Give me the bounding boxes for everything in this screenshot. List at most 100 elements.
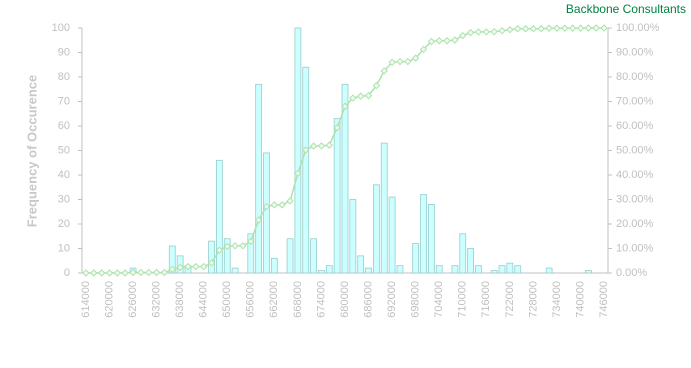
- bar: [506, 262, 514, 274]
- y2-tick-label: 100.00%: [616, 22, 660, 34]
- y2-tick-label: 90.00%: [616, 46, 654, 58]
- y-tick-label: 100: [52, 22, 70, 34]
- bar: [231, 267, 239, 274]
- y2-tick-label: 70.00%: [616, 95, 654, 107]
- bar: [427, 203, 435, 274]
- line-marker: [137, 268, 145, 277]
- x-tick-label: 692000: [386, 281, 398, 318]
- y2-tick-label: 40.00%: [616, 169, 654, 181]
- bar: [318, 270, 325, 274]
- line-marker: [207, 259, 216, 267]
- line-marker: [459, 31, 467, 40]
- y2-tick-label: 80.00%: [616, 71, 654, 83]
- bar: [412, 243, 420, 274]
- line-marker: [419, 45, 428, 54]
- line-marker: [145, 268, 153, 277]
- line-marker: [600, 24, 608, 32]
- line-marker: [215, 246, 224, 254]
- line-marker: [247, 237, 255, 246]
- line-marker: [309, 142, 318, 150]
- y-axis-title: Frequency of Occurence: [24, 75, 39, 227]
- x-tick-label: 710000: [457, 281, 469, 318]
- line-marker: [270, 201, 279, 209]
- line-marker: [584, 24, 593, 32]
- x-tick-label: 686000: [362, 281, 374, 318]
- line-marker: [333, 124, 341, 132]
- y-tick-label: 10: [58, 242, 70, 254]
- line-marker: [482, 28, 491, 36]
- line-marker: [168, 265, 176, 274]
- line-marker: [466, 28, 475, 37]
- x-tick-label: 704000: [433, 281, 445, 318]
- y-tick-label: 80: [58, 71, 70, 83]
- line-marker: [239, 242, 247, 250]
- bar: [435, 265, 443, 274]
- line-marker: [231, 242, 239, 250]
- line-marker: [514, 25, 522, 33]
- bar: [294, 27, 302, 274]
- y-tick-label: 70: [58, 95, 70, 107]
- y-tick-label: 20: [58, 218, 70, 230]
- bar: [357, 255, 365, 274]
- x-tick-label: 656000: [245, 281, 257, 318]
- bar: [451, 265, 459, 274]
- x-tick-label: 668000: [292, 281, 304, 318]
- line-marker: [443, 37, 451, 45]
- y2-tick-label: 10.00%: [616, 242, 654, 254]
- line-marker: [152, 268, 161, 277]
- line-marker: [294, 169, 302, 177]
- y2-tick-label: 50.00%: [616, 144, 654, 156]
- bar: [380, 142, 388, 274]
- x-tick-label: 614000: [80, 281, 92, 318]
- bar: [475, 265, 482, 274]
- line-marker: [349, 94, 357, 102]
- line-marker: [529, 25, 538, 33]
- y-tick-label: 50: [58, 144, 70, 156]
- line-marker: [356, 92, 365, 100]
- bar: [208, 240, 215, 274]
- y-tick-label: 60: [58, 120, 70, 132]
- line-marker: [568, 24, 577, 32]
- x-tick-label: 662000: [268, 281, 280, 318]
- x-tick-label: 722000: [504, 281, 516, 318]
- line-marker: [372, 81, 381, 90]
- bar: [498, 265, 506, 274]
- line-marker: [113, 269, 122, 277]
- bar: [365, 267, 372, 274]
- line-marker: [105, 269, 114, 277]
- y-tick-label: 0: [64, 267, 70, 279]
- y-tick-label: 40: [58, 169, 70, 181]
- line-marker: [325, 141, 334, 149]
- x-tick-label: 632000: [150, 281, 162, 318]
- line-marker: [521, 25, 530, 33]
- line-marker: [427, 37, 436, 46]
- line-marker: [490, 27, 498, 36]
- line-marker: [176, 263, 184, 272]
- bar: [247, 233, 255, 274]
- bar: [216, 159, 223, 274]
- line-marker: [388, 58, 396, 67]
- x-tick-label: 740000: [574, 281, 586, 318]
- line-marker: [121, 269, 129, 277]
- bar: [270, 257, 278, 274]
- line-marker: [192, 262, 200, 271]
- line-marker: [396, 57, 404, 66]
- line-marker: [545, 24, 553, 32]
- line-marker: [474, 28, 483, 36]
- line-marker: [435, 37, 443, 45]
- bar: [584, 270, 592, 274]
- line-marker: [498, 26, 506, 35]
- bar: [341, 83, 349, 274]
- line-marker: [561, 24, 569, 32]
- line-marker: [262, 202, 271, 211]
- x-tick-label: 638000: [174, 281, 186, 318]
- line-marker: [451, 36, 459, 44]
- line-marker: [97, 269, 106, 277]
- line-marker: [278, 201, 286, 209]
- x-tick-label: 674000: [315, 281, 327, 318]
- line-marker: [317, 142, 326, 150]
- x-tick-label: 650000: [221, 281, 233, 318]
- bar: [459, 233, 467, 274]
- chart-title: Backbone Consultants: [566, 2, 686, 16]
